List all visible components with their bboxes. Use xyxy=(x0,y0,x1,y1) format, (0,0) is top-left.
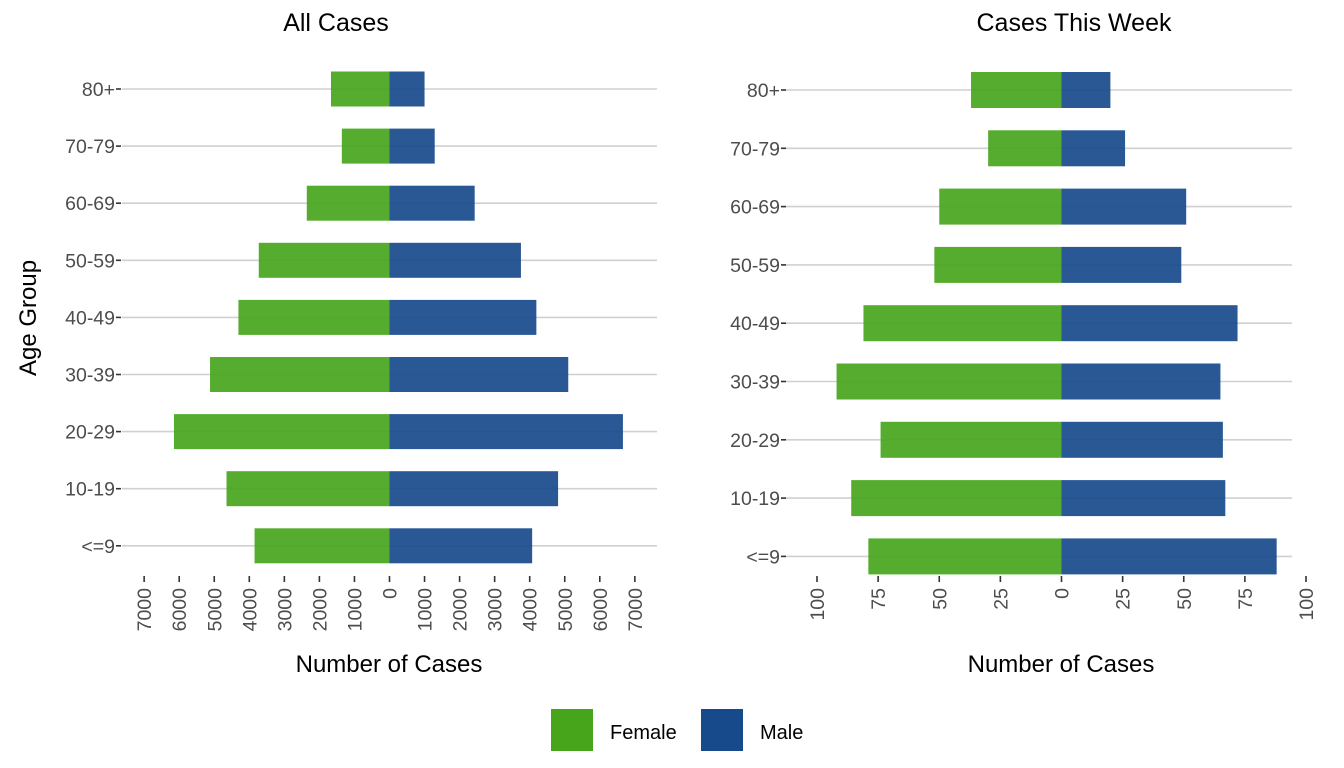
bar-female xyxy=(258,242,390,278)
x-tick-label: 4000 xyxy=(239,588,261,632)
bar-female xyxy=(226,471,390,507)
legend-swatch-male xyxy=(701,709,743,751)
x-tick-label: 7000 xyxy=(134,588,156,632)
bar-male xyxy=(1061,538,1277,575)
y-tick-label: <=9 xyxy=(746,546,780,568)
bar-female xyxy=(971,72,1062,108)
y-axis: <=9 10-19 20-29 30-39 40-49 50-59 60-69 70-79 80… xyxy=(730,80,786,568)
bar-male xyxy=(1061,246,1182,283)
x-axis-title: Number of Cases xyxy=(968,651,1155,678)
bars xyxy=(173,71,623,564)
bar-female xyxy=(173,414,390,450)
chart-title: Cases This Week xyxy=(977,9,1172,37)
y-tick-label: 60-69 xyxy=(65,193,115,215)
bar-female xyxy=(254,528,390,564)
bar-female xyxy=(306,185,390,221)
y-tick-label: 80+ xyxy=(82,79,115,101)
y-tick-label: <=9 xyxy=(81,536,115,558)
legend-label-male: Male xyxy=(760,722,803,744)
x-tick-label: 3000 xyxy=(274,588,296,632)
x-tick-label: 0 xyxy=(1052,588,1074,599)
y-tick-label: 30-39 xyxy=(730,372,780,394)
panel-all-cases: All Cases Number of Cases Age Group <=9 1… xyxy=(15,9,657,678)
bar-male xyxy=(389,185,475,221)
x-tick-label: 100 xyxy=(1296,588,1318,621)
y-axis-title: Age Group xyxy=(15,260,42,376)
y-tick-label: 60-69 xyxy=(730,197,780,219)
y-tick-label: 70-79 xyxy=(730,138,780,160)
x-tick-label: 7000 xyxy=(625,588,647,632)
y-tick-label: 70-79 xyxy=(65,136,115,158)
x-tick-label: 2000 xyxy=(450,588,472,632)
y-tick-label: 20-29 xyxy=(65,422,115,444)
bar-male xyxy=(389,471,559,507)
x-axis: 100 75 50 25 0 25 50 75 100 xyxy=(807,576,1318,621)
x-tick-label: 2000 xyxy=(309,588,331,632)
y-tick-label: 40-49 xyxy=(730,313,780,335)
x-tick-label: 25 xyxy=(990,588,1012,610)
bars xyxy=(836,72,1277,575)
y-tick-label: 10-19 xyxy=(730,488,780,510)
bar-male xyxy=(389,71,425,107)
x-axis: 7000 6000 5000 4000 3000 2000 1000 0 1000 2000 300… xyxy=(134,576,647,631)
y-tick-label: 30-39 xyxy=(65,365,115,387)
x-tick-label: 50 xyxy=(1174,588,1196,610)
y-tick-label: 10-19 xyxy=(65,479,115,501)
x-tick-label: 1000 xyxy=(344,588,366,632)
bar-female xyxy=(210,357,390,392)
chart-title: All Cases xyxy=(283,9,389,37)
bar-male xyxy=(1061,72,1111,108)
bar-female xyxy=(934,246,1062,283)
bar-female xyxy=(868,538,1062,575)
x-tick-label: 3000 xyxy=(485,588,507,632)
x-tick-label: 25 xyxy=(1113,588,1135,610)
bar-female xyxy=(341,128,390,164)
x-tick-label: 75 xyxy=(1235,588,1257,610)
y-tick-label: 40-49 xyxy=(65,307,115,329)
bar-female xyxy=(939,188,1062,225)
panel-cases-this-week: Cases This Week Number of Cases <=9 10-19… xyxy=(730,9,1318,678)
x-tick-label: 1000 xyxy=(415,588,437,632)
bar-male xyxy=(389,299,537,335)
bar-male xyxy=(1061,421,1223,458)
x-tick-label: 5000 xyxy=(204,588,226,632)
x-tick-label: 100 xyxy=(807,588,829,621)
y-tick-label: 50-59 xyxy=(65,250,115,272)
bar-male xyxy=(389,128,435,164)
bar-female xyxy=(836,363,1062,400)
x-tick-label: 4000 xyxy=(520,588,542,632)
bar-male xyxy=(389,242,521,278)
bar-female xyxy=(238,299,390,335)
bar-female xyxy=(988,130,1062,167)
y-tick-label: 20-29 xyxy=(730,430,780,452)
legend-label-female: Female xyxy=(610,722,677,744)
bar-female xyxy=(863,305,1062,342)
legend: Female Male xyxy=(551,709,803,751)
bar-male xyxy=(1061,480,1226,517)
y-axis: <=9 10-19 20-29 30-39 40-49 50-59 60-69 70-79 80… xyxy=(65,79,121,558)
bar-female xyxy=(330,71,390,107)
x-tick-label: 6000 xyxy=(590,588,612,632)
bar-male xyxy=(1061,305,1238,342)
bar-female xyxy=(851,480,1062,517)
y-tick-label: 50-59 xyxy=(730,255,780,277)
bar-male xyxy=(1061,130,1126,167)
x-tick-label: 5000 xyxy=(555,588,577,632)
bar-male xyxy=(389,357,569,392)
x-tick-label: 75 xyxy=(868,588,890,610)
y-tick-label: 80+ xyxy=(747,80,780,102)
bar-male xyxy=(1061,363,1221,400)
bar-male xyxy=(389,414,623,450)
x-axis-title: Number of Cases xyxy=(296,651,483,678)
x-tick-label: 6000 xyxy=(169,588,191,632)
x-tick-label: 50 xyxy=(929,588,951,610)
bar-male xyxy=(389,528,533,564)
x-tick-label: 0 xyxy=(380,588,402,599)
bar-male xyxy=(1061,188,1187,225)
legend-swatch-female xyxy=(551,709,593,751)
bar-female xyxy=(880,421,1062,458)
